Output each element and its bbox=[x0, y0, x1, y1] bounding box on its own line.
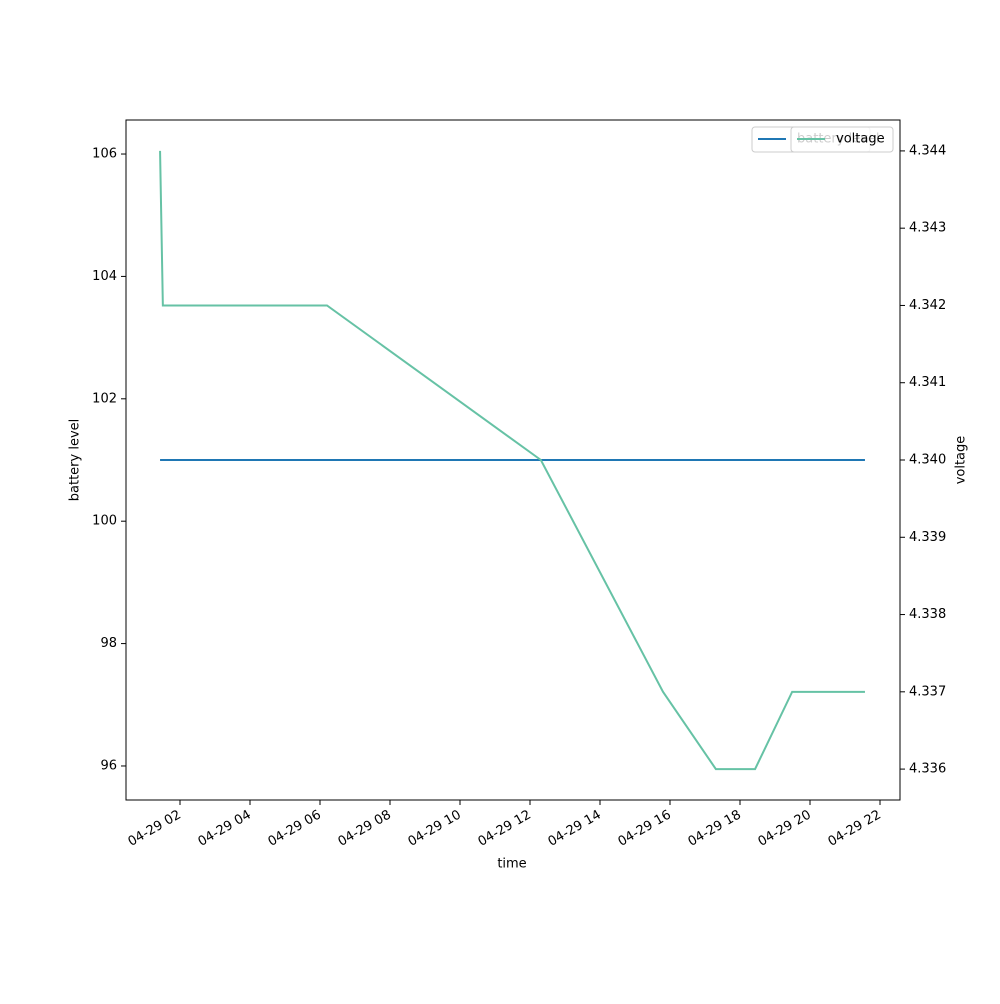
line bbox=[159, 150, 865, 771]
x-tick-label: 04-29 12 bbox=[476, 808, 534, 850]
y-tick-label: 100 bbox=[92, 514, 117, 529]
y-tick-label: 96 bbox=[100, 758, 117, 773]
legend-label: voltage bbox=[836, 132, 885, 147]
x-tick-label: 04-29 20 bbox=[756, 808, 814, 850]
y2-tick-label: 4.338 bbox=[909, 607, 946, 622]
y2-tick-label: 4.344 bbox=[909, 143, 946, 158]
y2-axis-label: voltage bbox=[954, 436, 969, 485]
y2-tick-label: 4.339 bbox=[909, 530, 946, 545]
y-tick-label: 98 bbox=[100, 636, 117, 651]
x-tick-label: 04-29 10 bbox=[406, 808, 464, 850]
x-tick-label: 04-29 02 bbox=[126, 808, 184, 850]
x-tick-label: 04-29 22 bbox=[826, 808, 884, 850]
y2-tick-label: 4.336 bbox=[909, 762, 946, 777]
y-tick-label: 102 bbox=[92, 391, 117, 406]
x-tick-label: 04-29 16 bbox=[616, 808, 674, 850]
x-tick-label: 04-29 04 bbox=[196, 808, 254, 850]
legend-box bbox=[790, 126, 894, 153]
y-tick-label: 104 bbox=[92, 269, 117, 284]
y-axis-label: battery level bbox=[68, 419, 83, 502]
y2-tick-label: 4.342 bbox=[909, 298, 946, 313]
x-tick-label: 04-29 14 bbox=[546, 808, 604, 850]
y2-tick-label: 4.341 bbox=[909, 375, 946, 390]
y2-tick-label: 4.337 bbox=[909, 684, 946, 699]
y2-tick-label: 4.343 bbox=[909, 221, 946, 236]
x-tick-label: 04-29 06 bbox=[266, 808, 324, 850]
x-axis-label: time bbox=[497, 857, 526, 872]
y2-tick-label: 4.340 bbox=[909, 453, 946, 468]
x-tick-label: 04-29 18 bbox=[686, 808, 744, 850]
x-tick-label: 04-29 08 bbox=[336, 808, 394, 850]
y-tick-label: 106 bbox=[92, 147, 117, 162]
